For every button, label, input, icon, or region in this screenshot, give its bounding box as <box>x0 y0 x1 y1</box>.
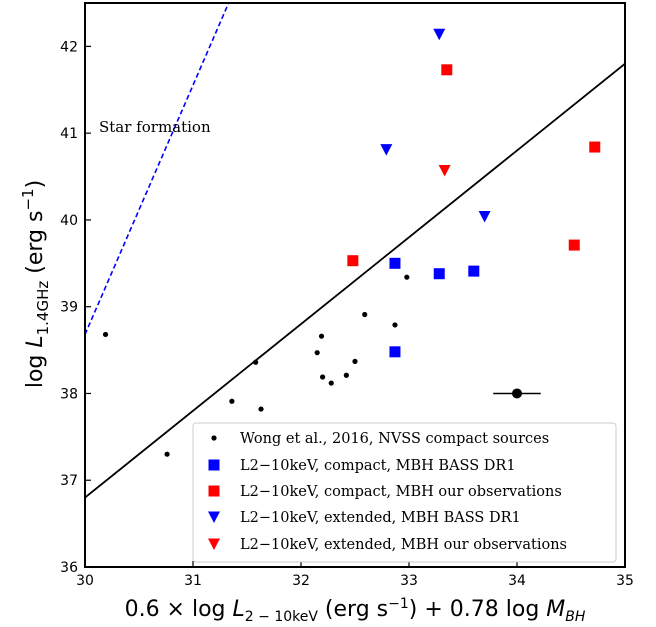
legend-label-4: L2−10keV, extended, MBH our observations <box>240 537 567 553</box>
series-1-point-0 <box>389 257 401 269</box>
series-2-point-3 <box>589 141 601 153</box>
legend-marker-2 <box>208 485 220 497</box>
x-tick-label-5: 35 <box>616 573 634 589</box>
y-tick-label-2: 38 <box>60 386 78 402</box>
y-axis-ticks: 36 37 38 39 40 41 42 <box>60 39 91 576</box>
series-2-point-1 <box>441 64 453 76</box>
series-0-point-12 <box>392 322 398 328</box>
x-axis-label: 0.6 × log L2 − 10keV (erg s−1) + 0.78 lo… <box>125 596 586 625</box>
legend: Wong et al., 2016, NVSS compact sources L… <box>192 422 617 563</box>
legend-marker-1 <box>208 459 220 471</box>
series-0-point-2 <box>229 398 235 404</box>
series-1-point-3 <box>468 265 480 277</box>
series-4-point-0 <box>438 164 451 177</box>
y-tick-label-3: 39 <box>60 300 78 316</box>
x-tick-label-2: 32 <box>292 573 310 589</box>
legend-marker-4 <box>208 538 220 550</box>
x-tick-label-0: 30 <box>76 573 94 589</box>
error-point-marker <box>512 388 522 399</box>
plot-frame <box>84 2 626 568</box>
series-0-point-5 <box>314 350 320 356</box>
legend-marker-0 <box>211 435 217 441</box>
series-0-point-6 <box>318 333 325 339</box>
legend-label-2: L2−10keV, compact, MBH our observations <box>240 484 562 500</box>
legend-label-1: L2−10keV, compact, MBH BASS DR1 <box>240 458 516 474</box>
series-0-point-4 <box>258 406 264 412</box>
x-axis-ticks: 30 31 32 33 34 35 <box>76 561 634 589</box>
legend-marker-3 <box>208 511 220 523</box>
legend-label-0: Wong et al., 2016, NVSS compact sources <box>240 431 549 447</box>
star-formation-annotation: Star formation <box>99 118 211 136</box>
series-1-point-2 <box>433 268 445 280</box>
y-tick-label-0: 36 <box>60 560 78 576</box>
fit-line <box>85 63 625 499</box>
series-0-point-10 <box>352 358 358 364</box>
data-marks <box>102 28 601 457</box>
x-tick-label-4: 34 <box>508 573 526 589</box>
series-3-point-2 <box>478 210 491 223</box>
y-tick-label-4: 40 <box>60 213 78 229</box>
legend-label-3: L2−10keV, extended, MBH BASS DR1 <box>240 510 521 526</box>
series-2-point-0 <box>347 255 359 267</box>
series-2-point-2 <box>568 239 580 251</box>
series-0-point-3 <box>253 359 259 365</box>
series-0-point-8 <box>328 380 334 386</box>
series-0-point-13 <box>404 274 410 280</box>
series-3-point-1 <box>433 28 446 41</box>
y-tick-label-5: 41 <box>60 126 78 142</box>
y-axis-label: log L1.4GHz (erg s−1) <box>19 180 52 388</box>
series-1-point-1 <box>389 346 401 358</box>
representative-error-point <box>493 388 541 399</box>
series-3-point-0 <box>380 144 393 156</box>
series-0-point-0 <box>102 331 109 338</box>
y-tick-label-6: 42 <box>60 39 78 55</box>
series-0-point-9 <box>343 372 349 378</box>
x-tick-label-1: 31 <box>184 573 202 589</box>
series-0-point-11 <box>362 311 368 318</box>
series-0-point-1 <box>164 451 170 457</box>
series-0-point-7 <box>320 374 326 380</box>
legend-box <box>192 422 617 563</box>
star-formation-line <box>85 3 230 335</box>
y-tick-label-1: 37 <box>60 473 78 489</box>
x-tick-label-3: 33 <box>400 573 418 589</box>
